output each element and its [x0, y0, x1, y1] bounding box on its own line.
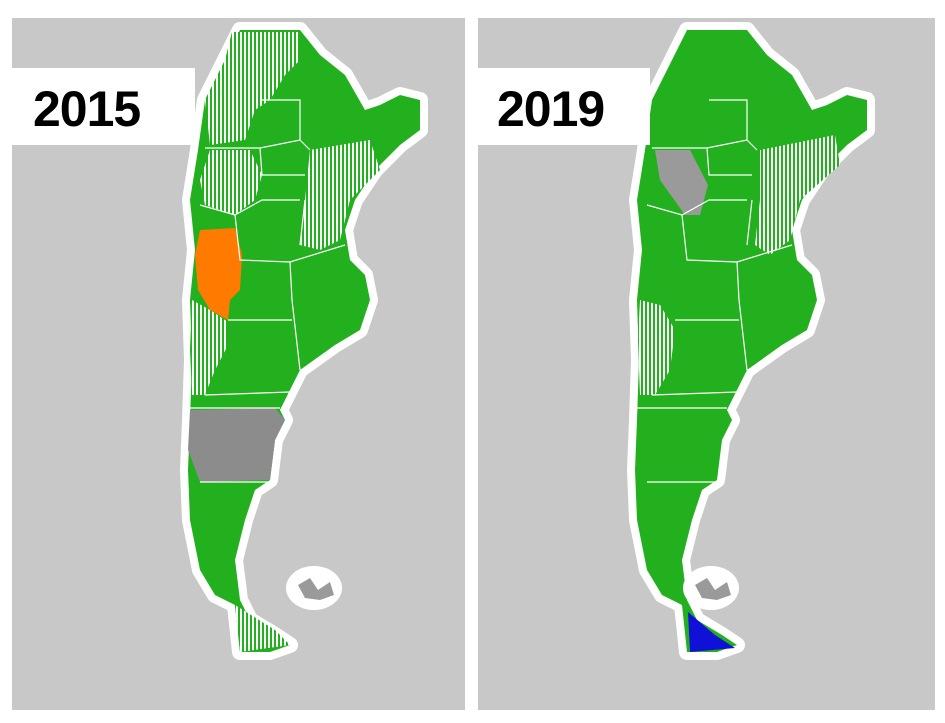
panel-2015: 2015 — [12, 18, 465, 710]
region-hatched — [755, 135, 840, 255]
region-hatched — [190, 300, 228, 395]
region-hatched — [205, 32, 300, 145]
region-hatched — [300, 140, 380, 250]
title-box — [478, 68, 650, 145]
title-box — [12, 68, 195, 145]
islands — [286, 566, 342, 610]
region-gray — [655, 150, 708, 215]
panel-title: 2015 — [33, 81, 140, 137]
panel-2019: 2019 — [478, 18, 935, 710]
panel-title: 2019 — [497, 81, 604, 137]
region-hatched — [235, 605, 290, 652]
islands — [683, 566, 739, 610]
region-hatched — [200, 150, 262, 215]
region-orange — [195, 228, 242, 320]
region-hatched — [638, 300, 675, 395]
region-blue — [688, 612, 735, 652]
region-gray — [188, 408, 285, 482]
